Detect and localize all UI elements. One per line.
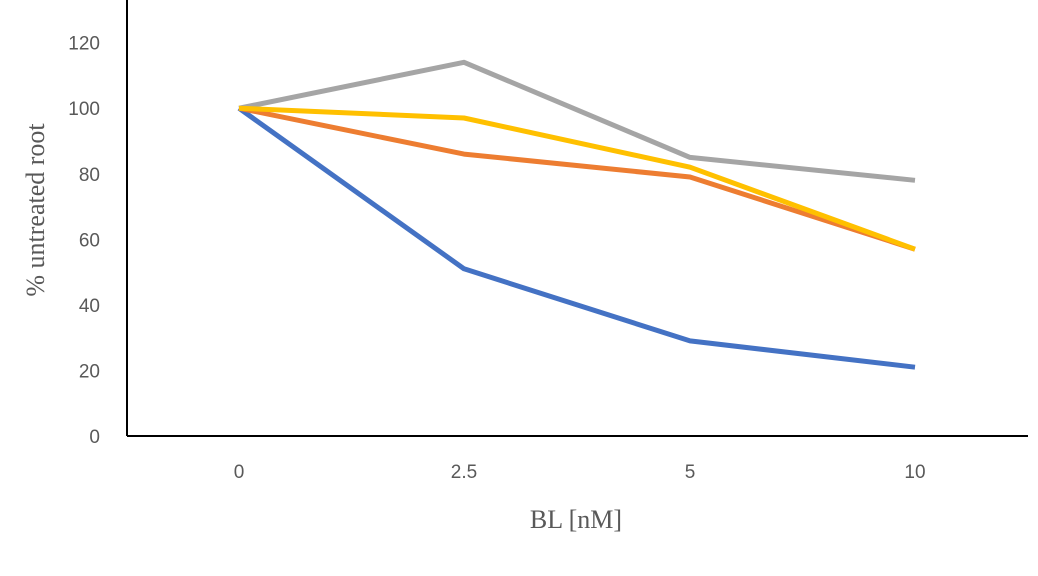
x-axis-title: BL [nM] (530, 505, 622, 534)
series-line-4 (238, 105, 916, 252)
y-axis-title: % untreated root (21, 123, 50, 297)
x-tick-label: 0 (234, 462, 245, 483)
y-tick-label: 20 (79, 361, 100, 382)
x-tick-label: 2.5 (451, 462, 477, 483)
x-tick-label: 10 (904, 462, 925, 483)
series-line-1 (237, 106, 916, 370)
x-tick-labels: 0 2.5 5 10 (234, 462, 926, 483)
series-line-3 (238, 59, 916, 183)
x-tick-label: 5 (685, 462, 696, 483)
y-tick-label: 100 (68, 99, 100, 120)
y-tick-label: 40 (79, 296, 100, 317)
y-tick-label: 80 (79, 165, 100, 186)
y-tick-label: 0 (89, 427, 100, 448)
y-tick-labels: 0 20 40 60 80 100 120 (68, 34, 100, 448)
series-line-2 (238, 105, 916, 252)
y-tick-label: 60 (79, 230, 100, 251)
series-layer (237, 59, 916, 370)
y-tick-label: 120 (68, 34, 100, 55)
